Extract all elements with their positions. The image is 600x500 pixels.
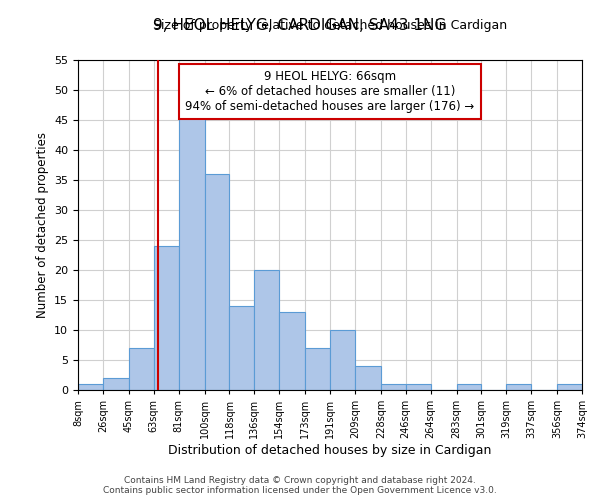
Bar [129,348,154,390]
Bar [305,348,330,390]
Bar [103,378,129,390]
Bar [355,366,381,390]
Bar [457,384,481,390]
Bar [381,384,406,390]
Bar [557,384,582,390]
Bar [179,114,205,390]
Title: Size of property relative to detached houses in Cardigan: Size of property relative to detached ho… [153,20,507,32]
Bar [254,270,279,390]
Text: 9, HEOL HELYG, CARDIGAN, SA43 1NG: 9, HEOL HELYG, CARDIGAN, SA43 1NG [154,18,446,32]
Bar [330,330,355,390]
Bar [154,246,179,390]
Bar [205,174,229,390]
Bar [229,306,254,390]
Text: Contains HM Land Registry data © Crown copyright and database right 2024.
Contai: Contains HM Land Registry data © Crown c… [103,476,497,495]
X-axis label: Distribution of detached houses by size in Cardigan: Distribution of detached houses by size … [169,444,491,457]
Y-axis label: Number of detached properties: Number of detached properties [35,132,49,318]
Text: 9 HEOL HELYG: 66sqm
← 6% of detached houses are smaller (11)
94% of semi-detache: 9 HEOL HELYG: 66sqm ← 6% of detached hou… [185,70,475,113]
Bar [506,384,531,390]
Bar [406,384,431,390]
Bar [78,384,103,390]
Bar [279,312,305,390]
